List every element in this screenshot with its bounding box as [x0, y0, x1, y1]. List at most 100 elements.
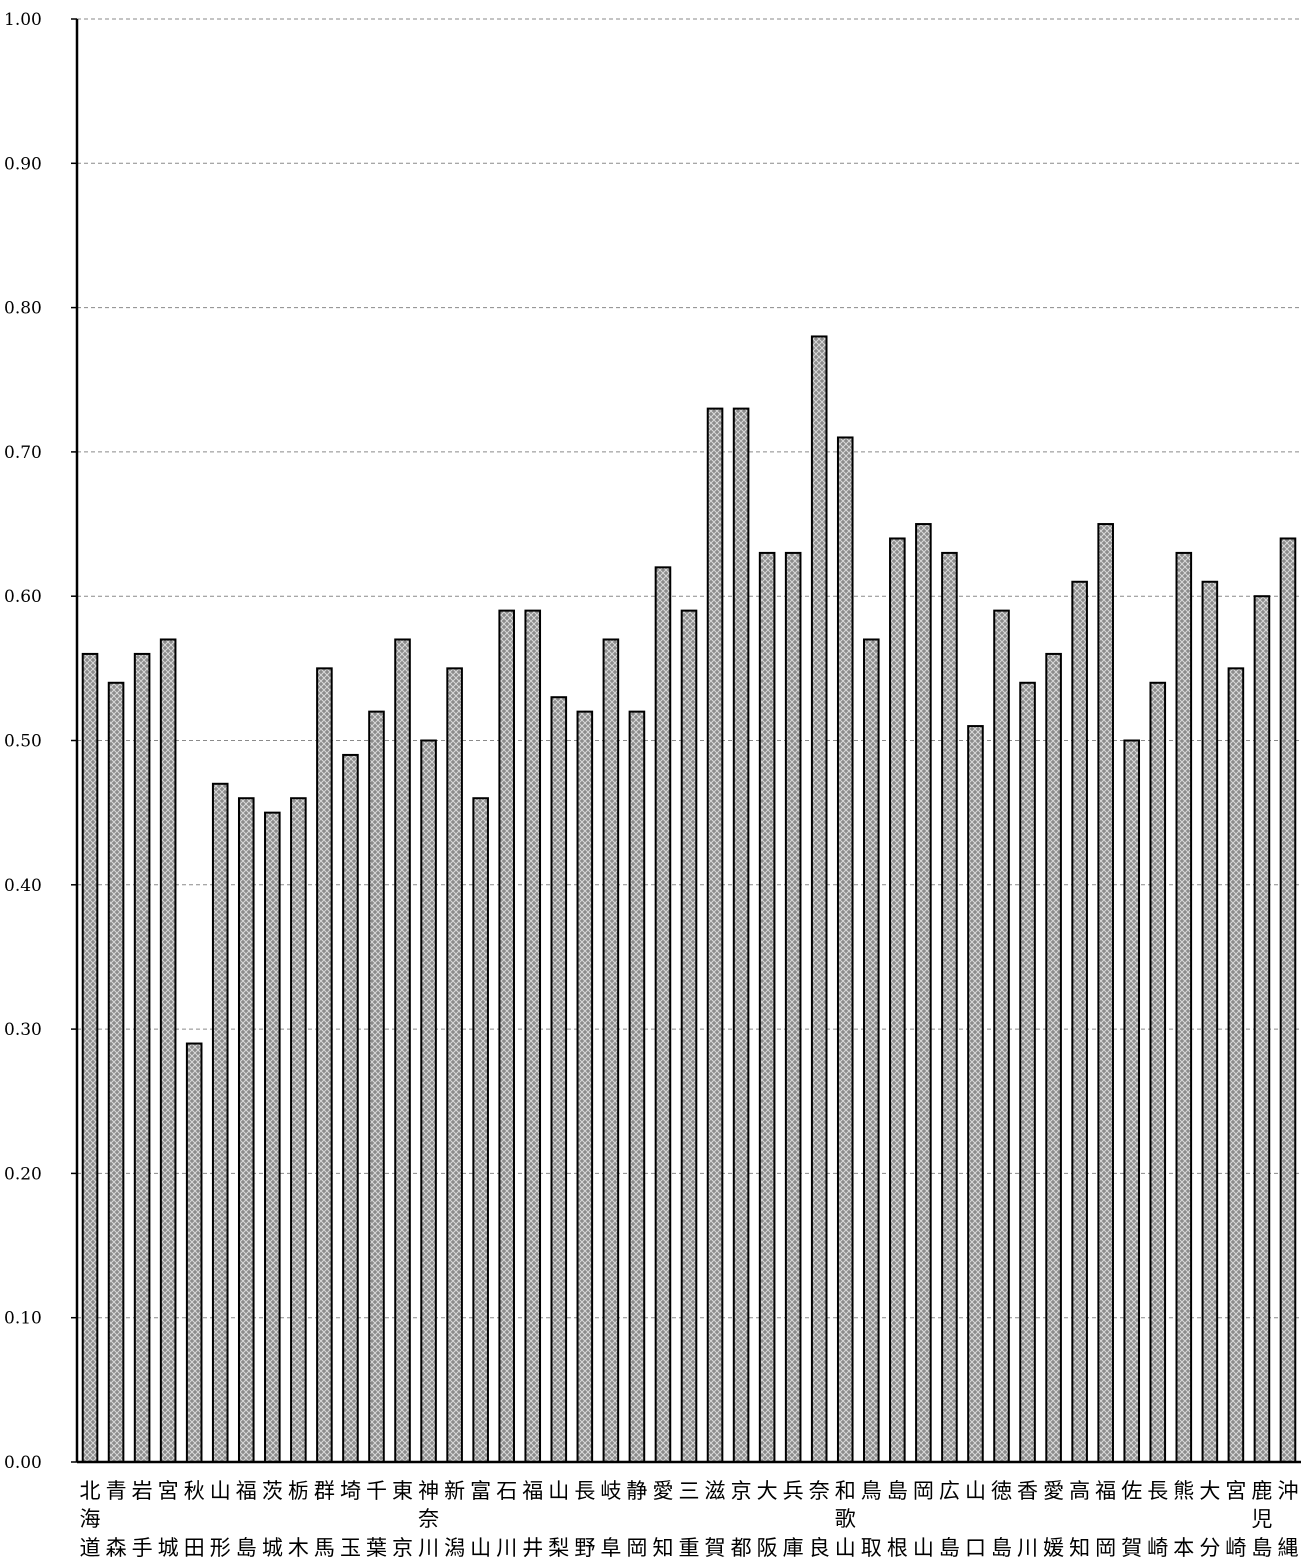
x-tick-label: 群馬: [314, 1479, 335, 1560]
x-tick-label: 三重: [679, 1479, 700, 1560]
bar: [446, 667, 463, 1463]
bar: [1253, 595, 1271, 1463]
bar: [863, 638, 880, 1463]
bar: [628, 710, 646, 1463]
x-tick-label: 栃木: [288, 1479, 309, 1560]
bar: [1123, 739, 1141, 1463]
x-tick-label: 岩手: [132, 1479, 153, 1560]
axes: [71, 18, 1301, 1464]
x-tick-label: 鳥取: [861, 1479, 882, 1560]
y-tick-label: 1.00: [4, 10, 42, 30]
x-tick-label: 千葉: [366, 1479, 387, 1560]
x-tick-label: 宮崎: [1225, 1479, 1246, 1560]
x-tick-label: 山口: [965, 1479, 986, 1560]
bar: [654, 566, 672, 1463]
x-tick-label: 大分: [1199, 1479, 1220, 1560]
bar: [680, 609, 698, 1463]
x-tick-label: 福島: [236, 1479, 257, 1560]
x-tick-label: 長野: [574, 1479, 595, 1560]
bar: [967, 725, 984, 1463]
x-tick-label: 和歌山: [835, 1479, 856, 1560]
x-tick-label: 富山: [470, 1479, 491, 1560]
x-tick-label: 埼玉: [340, 1479, 361, 1560]
bar: [1175, 551, 1193, 1463]
y-tick-label: 0.60: [4, 587, 42, 607]
x-tick-label: 静岡: [626, 1479, 647, 1560]
x-tick-label: 佐賀: [1121, 1479, 1142, 1560]
x-tick-label: 青森: [106, 1479, 127, 1560]
bar: [420, 739, 437, 1463]
x-tick-label: 東京: [392, 1479, 413, 1560]
x-tick-label: 秋田: [184, 1479, 205, 1560]
x-tick-label: 新潟: [444, 1479, 465, 1560]
x-tick-label: 奈良: [809, 1479, 830, 1560]
x-tick-label: 長崎: [1147, 1479, 1168, 1560]
bar: [133, 652, 151, 1463]
bar: [889, 537, 906, 1463]
bars: [81, 335, 1297, 1464]
bar: [758, 551, 776, 1463]
bar: [941, 551, 958, 1463]
y-tick-label: 0.20: [4, 1164, 42, 1184]
y-tick-label: 0.70: [4, 443, 42, 463]
bar: [237, 797, 255, 1463]
bar: [524, 609, 542, 1463]
bar: [316, 667, 333, 1463]
bar: [1097, 523, 1114, 1463]
x-tick-labels: 北海道青森岩手宮城秋田山形福島茨城栃木群馬埼玉千葉東京神奈川新潟富山石川福井山梨…: [80, 1479, 1299, 1560]
bar: [1227, 667, 1245, 1463]
bar: [394, 638, 411, 1463]
bar: [159, 638, 177, 1463]
x-tick-label: 島根: [887, 1479, 908, 1560]
x-tick-label: 福岡: [1095, 1479, 1116, 1560]
x-tick-label: 茨城: [262, 1479, 283, 1560]
bar: [993, 609, 1010, 1463]
y-tick-labels: 0.00 0.10 0.20 0.30 0.40 0.50 0.60 0.70 0.80 0.90…: [4, 10, 42, 1473]
bar: [810, 335, 828, 1464]
x-tick-label: 北海道: [80, 1479, 101, 1560]
bar: [342, 753, 359, 1463]
bar: [1149, 681, 1167, 1463]
bar: [290, 797, 307, 1463]
bar: [706, 407, 724, 1463]
x-tick-label: 岡山: [913, 1479, 934, 1560]
x-tick-label: 滋賀: [705, 1479, 726, 1560]
bar: [472, 797, 489, 1463]
x-tick-label: 沖縄: [1277, 1479, 1298, 1560]
bar: [550, 696, 568, 1463]
bar: [264, 811, 281, 1463]
bar: [185, 1042, 203, 1464]
y-tick-label: 0.10: [4, 1309, 42, 1329]
x-tick-label: 愛媛: [1043, 1479, 1064, 1560]
y-tick-label: 0.30: [4, 1020, 42, 1040]
x-tick-label: 福井: [522, 1479, 543, 1560]
y-tick-label: 0.40: [4, 876, 42, 896]
x-tick-label: 熊本: [1173, 1479, 1194, 1560]
bar: [211, 782, 229, 1463]
bar: [1045, 652, 1062, 1463]
bar: [107, 681, 125, 1463]
bar: [1071, 580, 1088, 1463]
x-tick-label: 高知: [1069, 1479, 1090, 1560]
x-tick-label: 兵庫: [783, 1479, 804, 1560]
x-tick-label: 宮城: [158, 1479, 179, 1560]
x-tick-label: 愛知: [652, 1479, 673, 1560]
bar: [602, 638, 620, 1463]
x-tick-label: 香川: [1017, 1479, 1038, 1560]
bar: [498, 609, 515, 1463]
bar: [1019, 681, 1036, 1463]
bar: [784, 551, 802, 1463]
x-tick-label: 京都: [731, 1479, 752, 1560]
y-tick-label: 0.90: [4, 154, 42, 174]
bar: [1201, 580, 1219, 1463]
x-tick-label: 神奈川: [418, 1479, 439, 1560]
x-tick-label: 岐阜: [600, 1479, 621, 1560]
bar: [732, 407, 750, 1463]
x-tick-label: 山梨: [548, 1479, 569, 1560]
bar: [368, 710, 385, 1463]
y-tick-label: 0.00: [4, 1453, 42, 1473]
bar: [81, 652, 99, 1463]
x-tick-label: 石川: [496, 1479, 517, 1560]
